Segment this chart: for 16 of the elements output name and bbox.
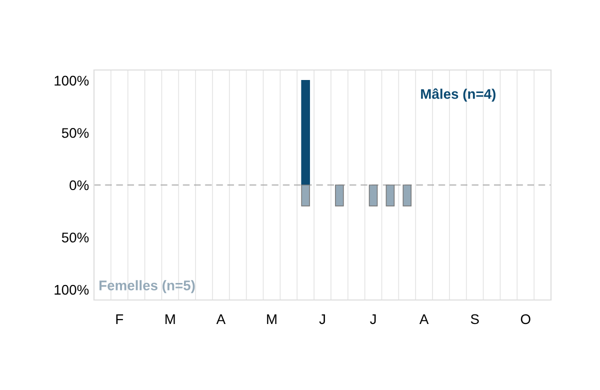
x-tick-label: J (319, 314, 325, 324)
y-tick-label: 0% (70, 180, 89, 190)
x-tick-label: S (470, 314, 479, 324)
text: Femelles (n=5) (100, 280, 195, 294)
x-tick-label: O (520, 314, 530, 324)
x-tick-label: M (267, 314, 276, 324)
x-tick-label: J (370, 314, 376, 324)
y-tick-label: 50% (62, 128, 89, 138)
y-tick-label: 100% (54, 76, 89, 86)
y-tick-label: 50% (62, 232, 89, 242)
x-tick-label: M (166, 314, 175, 324)
x-tick-label: A (216, 314, 226, 324)
x-tick-label: F (116, 314, 124, 324)
text: Mâles (n=4) (421, 88, 496, 102)
y-tick-label: 100% (54, 284, 89, 295)
x-tick-label: A (419, 314, 429, 324)
